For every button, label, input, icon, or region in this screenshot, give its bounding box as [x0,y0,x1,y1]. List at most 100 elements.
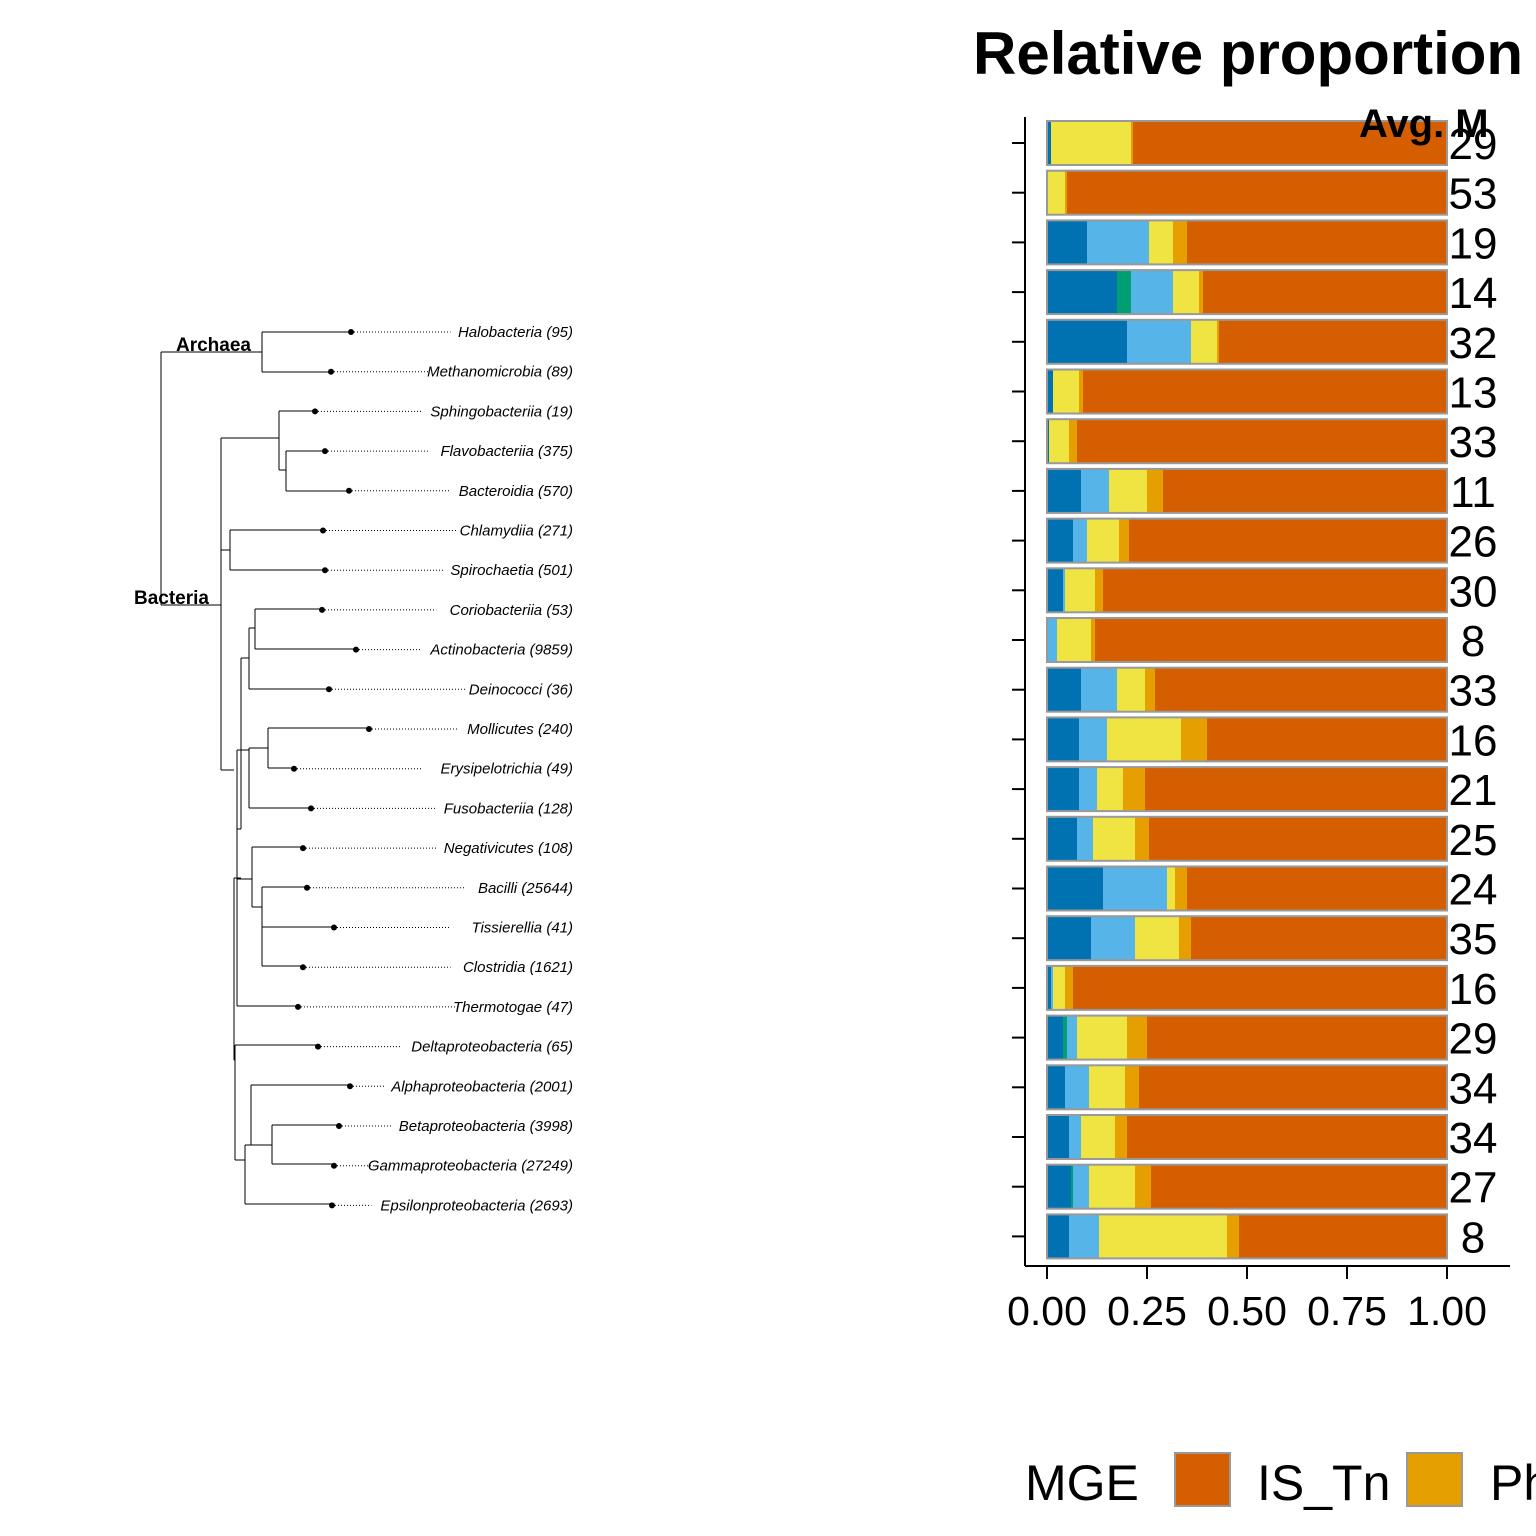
bar-segment [1203,270,1447,315]
bar-segment [1155,667,1447,712]
bar-segment [1187,866,1447,911]
avg-label: 14 [1449,269,1498,318]
bar-segment [1081,667,1117,712]
tree-tip-dot [300,845,306,852]
bar-segment [1239,1214,1447,1259]
bar-segment [1077,1015,1127,1060]
chart-title: Relative proportion [973,20,1523,87]
bar-segment [1077,816,1093,861]
bar-segment [1173,270,1199,315]
tree-branches [160,331,369,1205]
avg-label: 13 [1449,369,1498,418]
bar-segment [1191,319,1217,364]
bar-segment [1089,1065,1125,1110]
bar-segment [1151,1164,1447,1209]
bar-segment [1129,518,1447,563]
bar-segment [1073,518,1087,563]
bar-outline [1046,1114,1448,1160]
taxon-label: Betaproteobacteria (3998) [399,1118,573,1135]
bar-segment [1147,468,1163,513]
avg-label: 24 [1449,866,1498,915]
avg-column-header: Avg. M [1359,102,1489,146]
tree-branch-proteobacteria [234,1044,350,1205]
tree-branch-bacteria [220,437,279,771]
bar-segment [1067,1015,1077,1060]
bar-segment [1047,220,1087,265]
bar-segment [1097,767,1123,812]
bar-segment [1047,816,1077,861]
tree-tip-dot [366,726,372,732]
bar-segment [1095,618,1447,662]
bar-outline [1046,318,1448,365]
tree-tip-dot [348,329,354,335]
tree-branch-bacteroidetes [278,410,349,492]
bar-segment [1047,916,1091,961]
bar-segment [1047,369,1053,414]
tree-tip-dot [320,527,326,534]
taxon-label: Spirochaetia (501) [450,562,573,579]
bar-segment [1145,667,1155,712]
tree-branch-firmicutes [236,727,369,1007]
bar-outline [1046,1213,1448,1260]
bar-segment [1079,717,1107,762]
bar-segment [1109,468,1147,513]
bar-segment [1081,1115,1115,1159]
bar-outline [1046,517,1448,564]
bar-segment [1145,767,1447,812]
bar-segment [1127,1015,1147,1060]
tree-tip-dot [336,1123,342,1129]
bar-segment [1133,121,1447,165]
taxon-label: Deltaproteobacteria (65) [411,1039,573,1056]
bar-outline [1046,666,1448,713]
phylogenetic-tree: Halobacteria (95) Methanomicrobia (89) Sph… [134,324,573,1214]
taxon-label: Methanomicrobia (89) [427,364,573,381]
bar-segment [1103,866,1167,911]
bar-segment [1149,220,1173,265]
bar-segment [1099,1214,1227,1259]
avg-label: 30 [1449,567,1498,616]
tree-tip-dot [291,765,297,772]
x-tick-label: 0.75 [1307,1288,1387,1334]
legend-label-ph: Ph [1490,1455,1536,1511]
bar-segment [1115,1115,1127,1159]
taxon-label: Deinococci (36) [469,681,573,698]
y-axis-ticks [1012,142,1025,1238]
bar-segment [1123,767,1145,812]
bar-segment [1091,916,1135,961]
bar-segment [1089,1164,1135,1209]
avg-label: 29 [1449,120,1498,169]
bar-outline [1046,915,1448,962]
x-tick-label: 0.25 [1107,1288,1187,1334]
bar-segment [1227,1214,1239,1259]
bar-outline [1046,269,1448,316]
bar-segment [1047,717,1079,762]
bar-outline [1046,219,1448,266]
bar-outline [1046,865,1448,912]
chart-bars [1046,120,1448,1260]
avg-label: 34 [1449,1114,1498,1163]
bar-segment [1067,170,1447,215]
taxon-label: Bacteroidia (570) [459,483,573,500]
tree-tip-dot [346,487,352,494]
bar-segment [1063,568,1065,613]
bar-segment [1081,468,1109,513]
bar-segment [1083,369,1447,414]
legend-label-is-tn: IS_Tn [1257,1455,1390,1511]
bar-segment [1139,1065,1447,1110]
stacked-bar-chart: Relative proportion 29531914321333112630… [973,20,1523,1334]
tree-tip-dot [308,805,314,812]
bar-outline [1046,169,1448,216]
taxon-label: Fusobacteriia (128) [444,800,573,817]
bar-segment [1047,319,1127,364]
bar-segment [1047,518,1073,563]
bar-segment [1131,121,1133,165]
bar-segment [1079,369,1083,414]
bar-segment [1051,121,1131,165]
bar-segment [1069,419,1077,464]
bar-segment [1047,1015,1063,1060]
taxon-label: Coriobacteriia (53) [450,602,573,619]
bar-segment [1073,965,1447,1010]
tree-branch-clostridia [237,846,334,967]
taxon-label: Erysipelotrichia (49) [440,761,573,778]
tree-branch-terrabacteria [237,657,249,830]
